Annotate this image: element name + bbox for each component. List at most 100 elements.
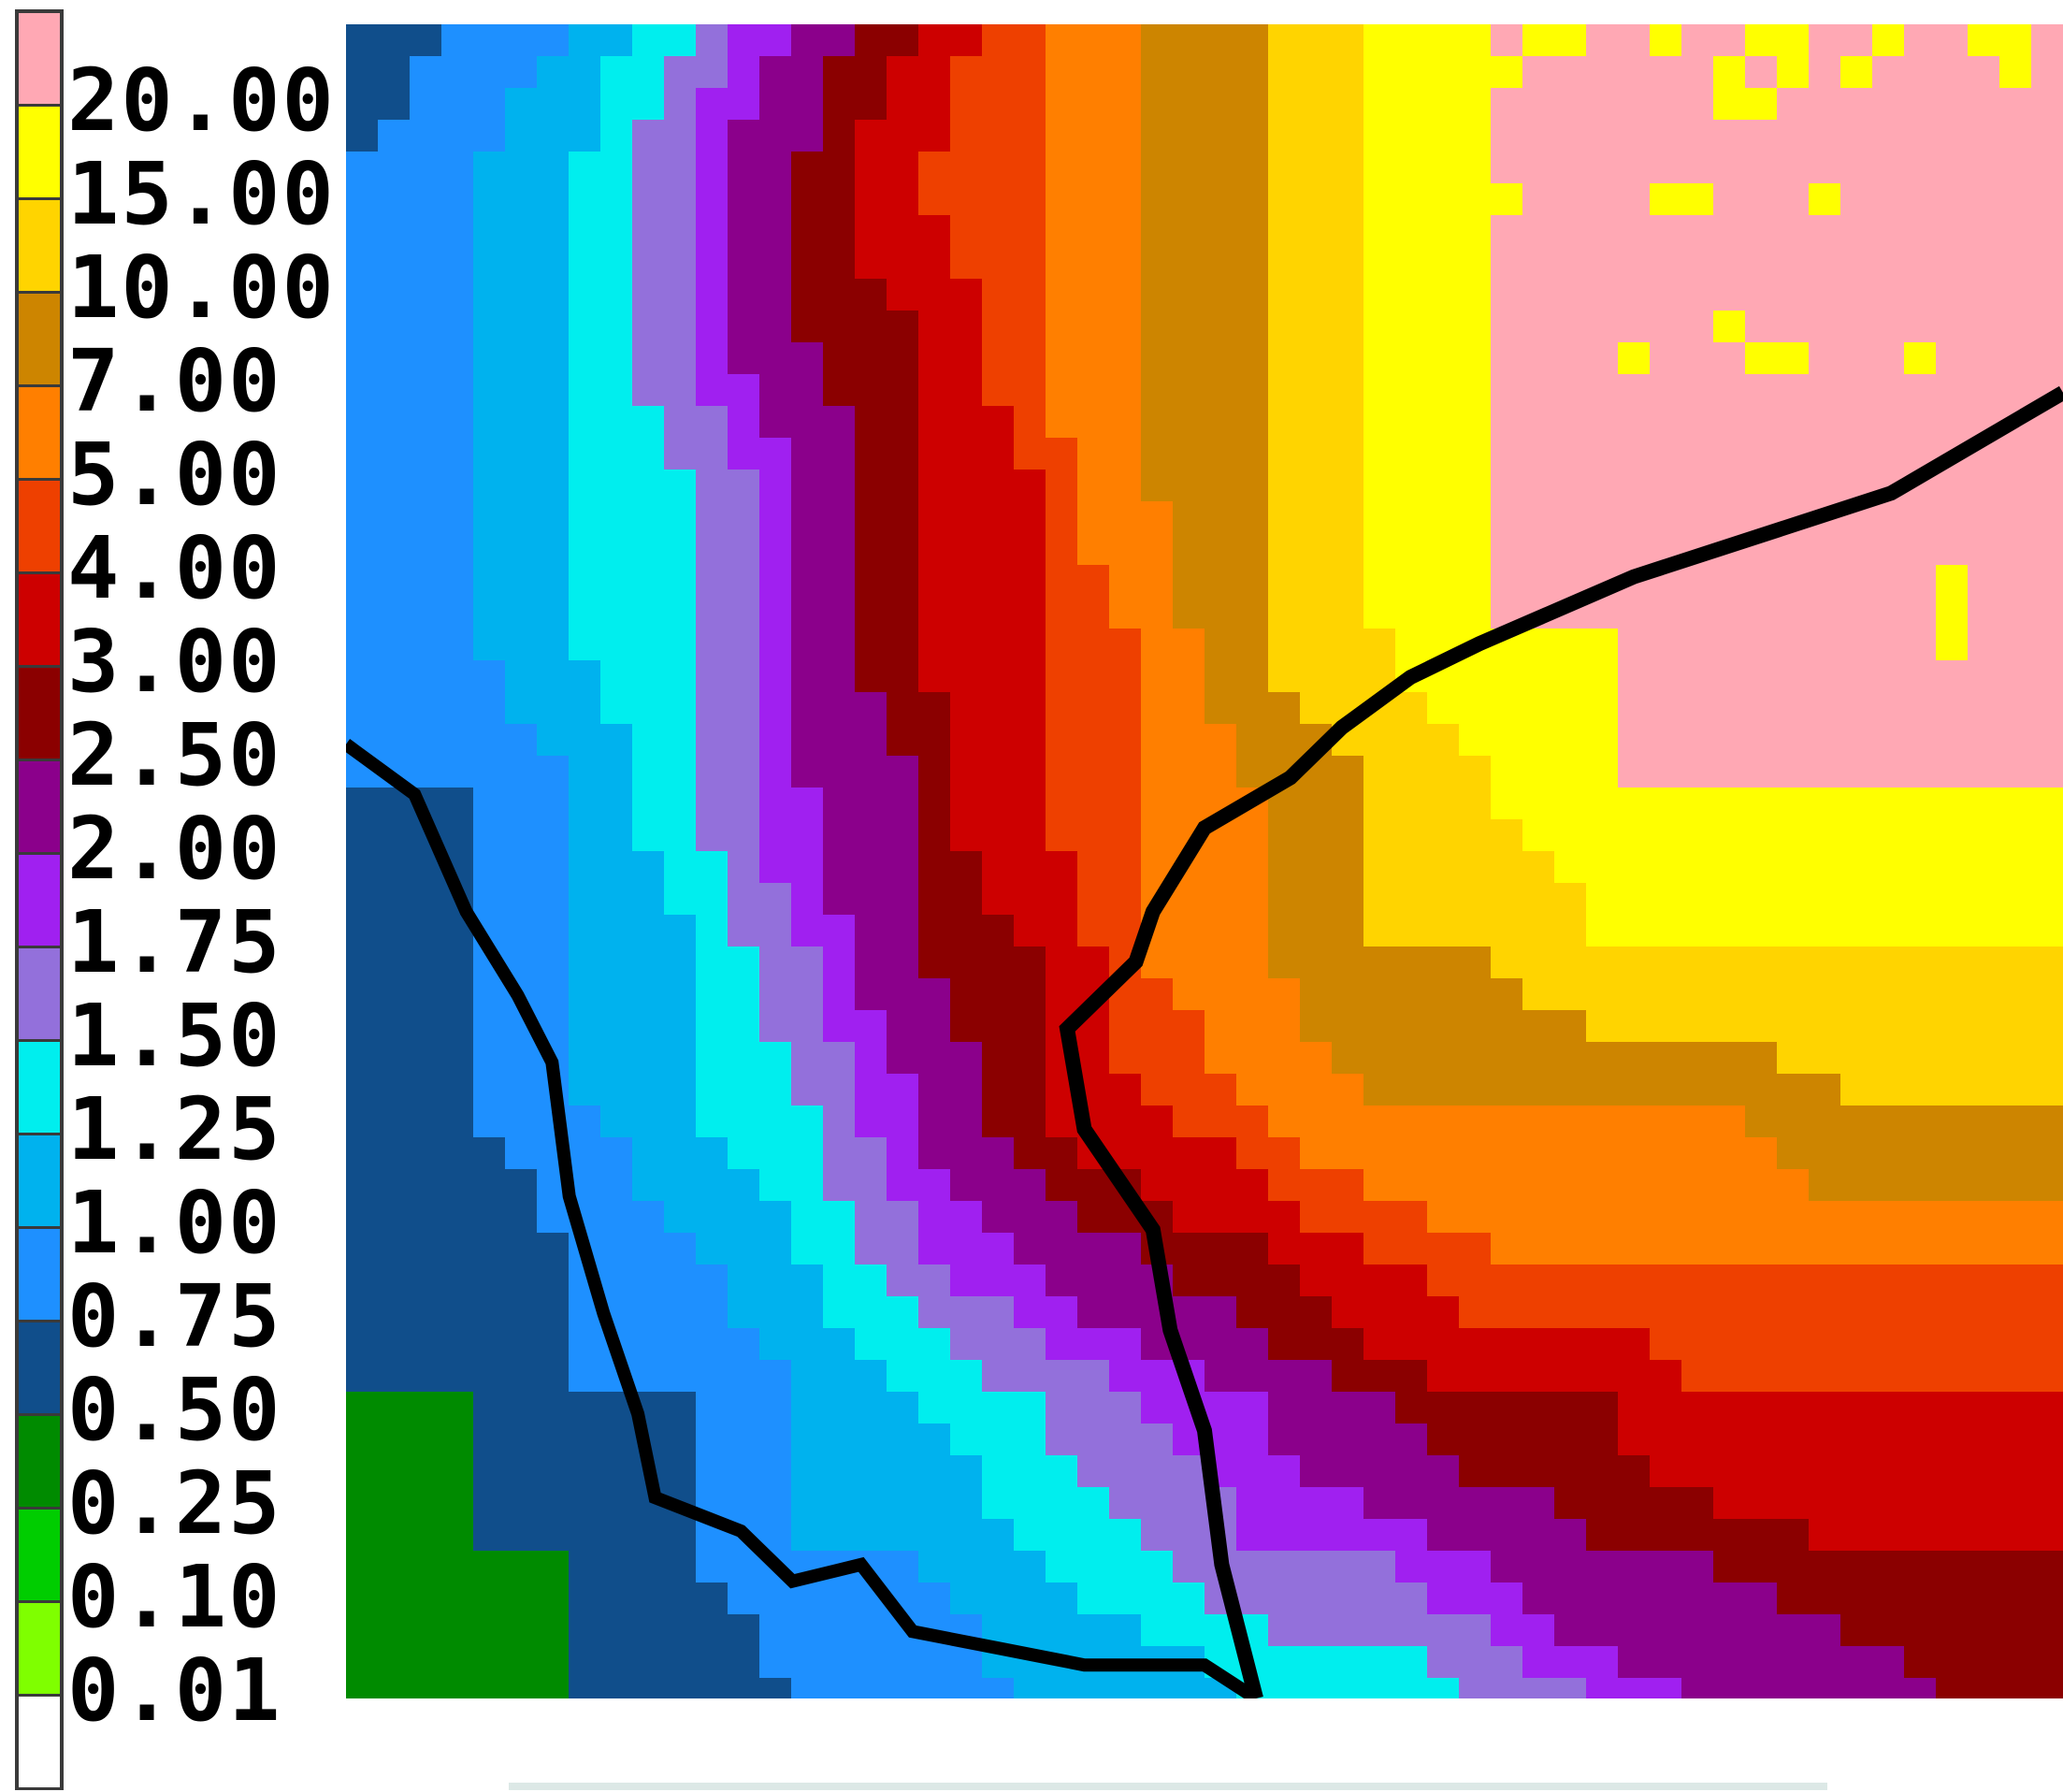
heatmap-cell	[632, 1582, 665, 1615]
heatmap-cell	[759, 533, 792, 566]
heatmap-cell	[1777, 342, 1810, 375]
heatmap-cell	[1205, 1296, 1237, 1329]
heatmap-cell	[664, 533, 697, 566]
heatmap-cell	[1713, 1423, 1746, 1456]
heatmap-cell	[441, 1519, 474, 1552]
heatmap-cell	[441, 724, 474, 757]
heatmap-cell	[1999, 183, 2032, 216]
heatmap-cell	[1395, 883, 1428, 916]
heatmap-cell	[441, 1233, 474, 1265]
heatmap-cell	[791, 1519, 824, 1552]
heatmap-cell	[1745, 120, 1778, 152]
heatmap-cell	[791, 1137, 824, 1170]
heatmap-cell	[473, 1423, 506, 1456]
heatmap-cell	[1713, 1646, 1746, 1679]
heatmap-cell	[823, 247, 856, 280]
heatmap-cell	[600, 247, 633, 280]
heatmap-cell	[1999, 1328, 2032, 1361]
heatmap-cell	[1936, 1296, 1969, 1329]
heatmap-cell	[791, 24, 824, 57]
heatmap-cell	[441, 819, 474, 852]
heatmap-cell	[1904, 692, 1937, 725]
heatmap-cell	[1173, 406, 1205, 439]
heatmap-cell	[1363, 915, 1396, 947]
heatmap-cell	[791, 1614, 824, 1647]
heatmap-cell	[1522, 1106, 1555, 1138]
heatmap-cell	[1713, 1137, 1746, 1170]
heatmap-cell	[887, 883, 919, 916]
heatmap-cell	[1904, 1487, 1937, 1520]
heatmap-cell	[1681, 1519, 1714, 1552]
colorbar-swatch	[19, 1603, 60, 1697]
heatmap-cell	[1840, 1233, 1873, 1265]
heatmap-cell	[1650, 1646, 1682, 1679]
heatmap-cell	[823, 1678, 856, 1698]
heatmap-cell	[887, 978, 919, 1011]
heatmap-cell	[855, 438, 887, 470]
heatmap-cell	[1459, 152, 1492, 184]
heatmap-cell	[759, 215, 792, 248]
heatmap-cell	[918, 1360, 951, 1393]
heatmap-cell	[1618, 1551, 1651, 1583]
heatmap-cell	[982, 1074, 1015, 1106]
heatmap-cell	[1968, 1455, 2000, 1488]
heatmap-cell	[1777, 1201, 1810, 1234]
heatmap-cell	[1968, 311, 2000, 343]
heatmap-cell	[982, 1423, 1015, 1456]
heatmap-cell	[1968, 1392, 2000, 1424]
heatmap-cell	[918, 1137, 951, 1170]
heatmap-cell	[1300, 565, 1333, 598]
heatmap-cell	[696, 215, 729, 248]
heatmap-cell	[1745, 1646, 1778, 1679]
heatmap-cell	[1904, 724, 1937, 757]
heatmap-cell	[1141, 183, 1174, 216]
heatmap-cell	[696, 1614, 729, 1647]
heatmap-cell	[1141, 438, 1174, 470]
heatmap-cell	[1809, 1487, 1841, 1520]
heatmap-cell	[1236, 56, 1269, 89]
heatmap-cell	[759, 279, 792, 311]
heatmap-cell	[1840, 342, 1873, 375]
heatmap-cell	[1332, 788, 1364, 820]
heatmap-cell	[1650, 1169, 1682, 1202]
heatmap-cell	[1236, 279, 1269, 311]
heatmap-cell	[473, 1551, 506, 1583]
heatmap-cell	[1268, 1074, 1301, 1106]
heatmap-cell	[569, 692, 601, 725]
heatmap-cell	[1681, 1265, 1714, 1297]
heatmap-cell	[1268, 1455, 1301, 1488]
heatmap-cell	[1713, 1201, 1746, 1234]
heatmap-cell	[728, 438, 760, 470]
heatmap-cell	[1999, 1010, 2032, 1043]
heatmap-cell	[1522, 915, 1555, 947]
heatmap-cell	[1363, 1201, 1396, 1234]
heatmap-cell	[1936, 565, 1969, 598]
heatmap-cell	[2031, 565, 2063, 598]
heatmap-cell	[1650, 1010, 1682, 1043]
heatmap-cell	[1300, 1360, 1333, 1393]
heatmap-cell	[2031, 501, 2063, 534]
heatmap-cell	[1332, 438, 1364, 470]
heatmap-cell	[632, 947, 665, 979]
heatmap-cell	[441, 1360, 474, 1393]
heatmap-cell	[1999, 1678, 2032, 1698]
heatmap-cell	[1809, 1614, 1841, 1647]
heatmap-cell	[1745, 1042, 1778, 1075]
heatmap-cell	[1809, 406, 1841, 439]
heatmap-cell	[1491, 1646, 1523, 1679]
heatmap-cell	[1077, 470, 1110, 502]
heatmap-cell	[1395, 1042, 1428, 1075]
heatmap-cell	[1872, 819, 1905, 852]
heatmap-cell	[855, 1423, 887, 1456]
heatmap-cell	[1586, 851, 1619, 884]
heatmap-cell	[1968, 88, 2000, 121]
heatmap-cell	[1840, 247, 1873, 280]
heatmap-cell	[823, 724, 856, 757]
heatmap-cell	[1427, 1169, 1460, 1202]
heatmap-cell	[1681, 88, 1714, 121]
heatmap-cell	[950, 152, 983, 184]
heatmap-cell	[537, 788, 570, 820]
heatmap-cell	[823, 374, 856, 407]
heatmap-cell	[1046, 1455, 1078, 1488]
heatmap-cell	[1586, 1392, 1619, 1424]
